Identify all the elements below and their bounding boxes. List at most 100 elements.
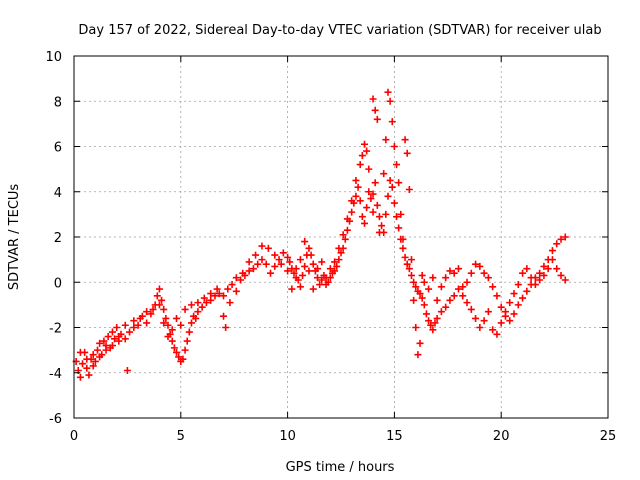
data-point <box>386 176 394 184</box>
data-point <box>93 346 101 354</box>
data-point <box>288 285 296 293</box>
data-point <box>407 256 415 264</box>
data-point <box>187 319 195 327</box>
data-point <box>335 256 343 264</box>
data-point <box>371 106 379 114</box>
data-point <box>405 185 413 193</box>
data-point <box>352 192 360 200</box>
data-point <box>275 256 283 264</box>
data-point <box>89 362 97 370</box>
data-point <box>104 333 112 341</box>
data-point <box>354 183 362 191</box>
x-axis-label: GPS time / hours <box>286 460 395 475</box>
data-point <box>149 305 157 313</box>
data-point <box>360 140 368 148</box>
data-point <box>322 281 330 289</box>
data-point <box>121 321 129 329</box>
data-point <box>384 88 392 96</box>
data-point <box>519 294 527 302</box>
data-point <box>356 161 364 169</box>
data-point <box>76 348 84 356</box>
x-tick-label: 10 <box>279 429 296 444</box>
data-point <box>96 353 104 361</box>
data-point <box>412 324 420 331</box>
data-point <box>111 335 119 343</box>
data-point <box>160 319 168 327</box>
data-point <box>454 285 462 293</box>
data-point <box>239 269 247 277</box>
data-point <box>446 296 454 304</box>
data-point <box>418 294 426 302</box>
data-point <box>314 274 322 282</box>
data-point <box>523 265 531 273</box>
data-point <box>476 324 484 331</box>
data-point <box>371 179 379 187</box>
data-point <box>472 314 480 322</box>
data-point <box>437 283 445 291</box>
data-point <box>213 285 221 293</box>
data-point <box>395 179 403 187</box>
data-point <box>226 299 234 307</box>
data-point <box>463 299 471 307</box>
data-point <box>309 285 317 293</box>
data-point <box>382 210 390 218</box>
data-point <box>420 301 428 309</box>
data-point <box>358 152 366 160</box>
data-point <box>220 312 228 320</box>
data-point <box>472 260 480 268</box>
data-point <box>519 269 527 277</box>
data-point <box>369 208 377 216</box>
data-point <box>335 244 343 252</box>
data-point <box>382 136 390 144</box>
data-point <box>425 317 433 325</box>
data-point <box>363 147 371 155</box>
data-point <box>271 251 279 259</box>
data-point <box>416 339 424 347</box>
data-point <box>314 265 322 273</box>
data-point <box>121 335 129 343</box>
data-point <box>292 265 300 273</box>
x-tick-label: 5 <box>177 429 185 444</box>
data-point <box>296 256 304 264</box>
y-tick-label: 6 <box>54 141 62 156</box>
data-point <box>414 351 422 359</box>
data-point <box>331 258 339 266</box>
data-point <box>412 283 420 291</box>
data-point <box>136 314 144 322</box>
data-point <box>446 267 454 275</box>
data-points <box>72 88 569 381</box>
data-point <box>506 317 514 325</box>
data-point <box>318 276 326 284</box>
data-point <box>459 292 467 300</box>
data-point <box>390 143 398 150</box>
data-point <box>115 333 123 341</box>
data-point <box>123 366 131 374</box>
data-point <box>401 253 409 261</box>
data-point <box>83 364 91 372</box>
data-point <box>463 278 471 286</box>
data-point <box>433 314 441 322</box>
data-point <box>143 319 151 327</box>
data-point <box>164 333 172 341</box>
data-point <box>373 201 381 209</box>
data-point <box>476 262 484 270</box>
data-point <box>130 324 138 331</box>
data-point <box>386 97 394 105</box>
data-point <box>309 260 317 268</box>
data-point <box>179 355 187 363</box>
data-point <box>284 267 292 275</box>
y-tick-label: -6 <box>49 412 62 427</box>
data-point <box>102 346 110 354</box>
data-point <box>232 274 240 282</box>
data-point <box>194 308 202 316</box>
data-point <box>375 228 383 236</box>
data-point <box>395 224 403 232</box>
data-point <box>153 292 161 300</box>
data-point <box>454 265 462 273</box>
y-tick-label: 8 <box>54 95 62 110</box>
data-point <box>405 265 413 273</box>
data-point <box>401 136 409 144</box>
data-point <box>296 283 304 291</box>
data-point <box>497 319 505 327</box>
data-point <box>363 204 371 212</box>
